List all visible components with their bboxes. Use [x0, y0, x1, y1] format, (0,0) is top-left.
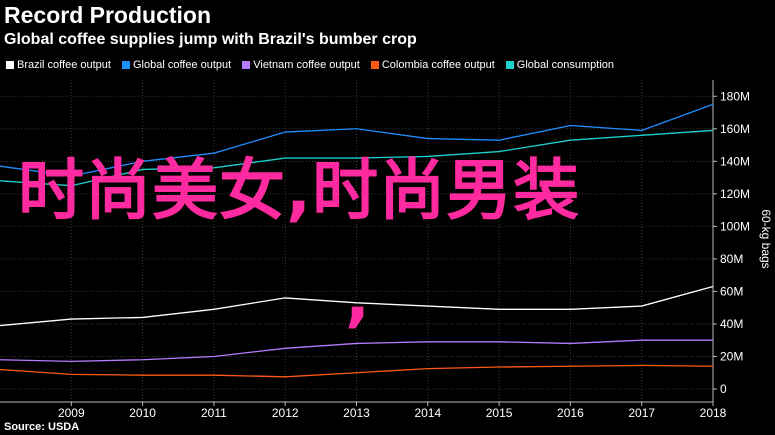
y-tick-label: 0: [720, 382, 727, 396]
legend-swatch: [370, 61, 379, 69]
source-note: Source: USDA: [4, 421, 80, 433]
y-tick-label: 40M: [720, 317, 743, 331]
legend-swatch: [6, 61, 14, 69]
legend-label: Colombia coffee output: [381, 59, 495, 71]
y-tick-label: 80M: [720, 252, 743, 266]
x-tick-label: 2017: [628, 406, 655, 420]
y-tick-label: 160M: [720, 122, 750, 136]
legend-item-global-output: Global coffee output: [121, 59, 232, 71]
watermark-overlay-text: 时尚美女,时尚男装: [18, 152, 581, 229]
x-tick-label: 2013: [343, 406, 370, 420]
series-line-1: [0, 103, 714, 177]
series-line-2: [0, 339, 713, 362]
y-tick-label: 180M: [720, 89, 750, 103]
chart-title: Record Production: [4, 2, 212, 28]
y-axis-label: 60-kg bags: [759, 209, 773, 268]
y-tick-label: 140M: [720, 154, 750, 168]
x-tick-label: 2015: [486, 406, 513, 420]
legend-swatch: [242, 61, 251, 69]
x-tick-label: 2014: [414, 406, 441, 420]
series-line-3: [0, 364, 714, 378]
x-tick-label: 2012: [272, 406, 299, 420]
x-tick-label: 2010: [129, 406, 156, 420]
y-tick-label: 60M: [720, 284, 743, 298]
chart-subtitle: Global coffee supplies jump with Brazil'…: [4, 31, 417, 48]
legend-item-global-consumption: Global consumption: [505, 59, 615, 71]
legend-label: Vietnam coffee output: [253, 59, 360, 71]
series-line-0: [0, 285, 714, 327]
watermark-overlay-comma: ,: [345, 258, 371, 335]
legend-item-vietnam: Vietnam coffee output: [242, 59, 360, 71]
series-line-4: [0, 129, 714, 187]
legend: Brazil coffee output Global coffee outpu…: [6, 58, 625, 72]
legend-swatch: [505, 61, 514, 69]
x-tick-label: 2011: [201, 406, 227, 420]
x-tick-label: 2009: [58, 406, 85, 420]
legend-label: Brazil coffee output: [17, 59, 111, 71]
legend-item-brazil: Brazil coffee output: [6, 59, 111, 71]
y-tick-label: 120M: [720, 187, 750, 201]
y-tick-label: 100M: [720, 219, 750, 233]
legend-item-colombia: Colombia coffee output: [370, 59, 495, 71]
legend-label: Global coffee output: [132, 59, 232, 71]
legend-swatch: [121, 61, 130, 69]
legend-label: Global consumption: [516, 59, 615, 71]
x-tick-label: 2016: [557, 406, 584, 420]
x-tick-label: 2018: [700, 406, 727, 420]
y-tick-label: 20M: [720, 349, 743, 363]
